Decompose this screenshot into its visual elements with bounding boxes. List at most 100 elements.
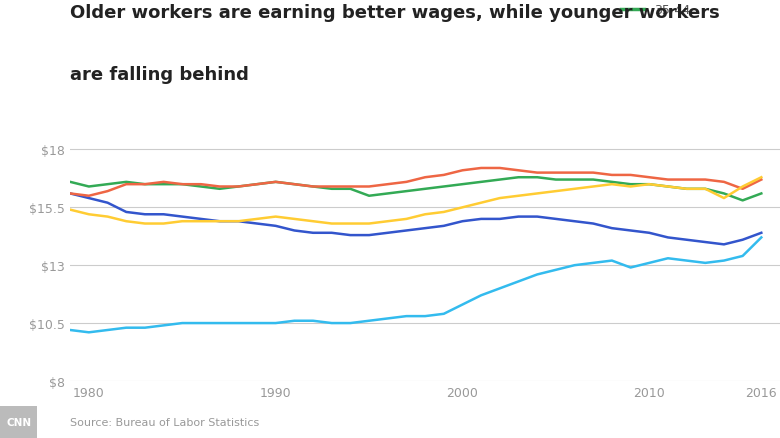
Text: are falling behind: are falling behind — [70, 66, 249, 84]
65+ — [271, 321, 280, 326]
55-64 — [477, 201, 486, 206]
25-34 — [719, 242, 729, 247]
35-44 — [308, 184, 317, 190]
65+ — [383, 316, 392, 321]
25-34 — [644, 231, 654, 236]
25-34 — [308, 231, 317, 236]
35-44 — [197, 184, 206, 190]
35-44 — [644, 182, 654, 187]
45-54 — [420, 175, 430, 180]
55-64 — [644, 182, 654, 187]
55-64 — [570, 187, 580, 192]
Legend: 25-34, 55-64, 35-44, 65+, 45-54: 25-34, 55-64, 35-44, 65+, 45-54 — [621, 0, 774, 17]
25-34 — [289, 228, 299, 233]
45-54 — [215, 184, 225, 190]
65+ — [346, 321, 355, 326]
25-34 — [197, 217, 206, 222]
65+ — [757, 235, 766, 240]
25-34 — [420, 226, 430, 231]
55-64 — [84, 212, 94, 217]
55-64 — [346, 221, 355, 226]
Line: 55-64: 55-64 — [70, 178, 761, 224]
55-64 — [533, 191, 542, 197]
25-34 — [159, 212, 168, 217]
55-64 — [103, 215, 112, 220]
55-64 — [626, 184, 635, 190]
65+ — [289, 318, 299, 324]
45-54 — [84, 194, 94, 199]
45-54 — [477, 166, 486, 171]
25-34 — [346, 233, 355, 238]
65+ — [570, 263, 580, 268]
25-34 — [607, 226, 616, 231]
65+ — [477, 293, 486, 298]
45-54 — [289, 182, 299, 187]
45-54 — [66, 191, 75, 197]
35-44 — [346, 187, 355, 192]
65+ — [682, 258, 691, 264]
55-64 — [364, 221, 374, 226]
45-54 — [682, 177, 691, 183]
25-34 — [178, 215, 187, 220]
65+ — [495, 286, 505, 291]
65+ — [402, 314, 411, 319]
35-44 — [570, 177, 580, 183]
25-34 — [495, 217, 505, 222]
65+ — [420, 314, 430, 319]
65+ — [663, 256, 672, 261]
35-44 — [551, 177, 561, 183]
65+ — [122, 325, 131, 331]
65+ — [644, 261, 654, 266]
65+ — [719, 258, 729, 264]
25-34 — [757, 231, 766, 236]
25-34 — [533, 215, 542, 220]
45-54 — [719, 180, 729, 185]
65+ — [439, 311, 448, 317]
65+ — [700, 261, 710, 266]
35-44 — [757, 191, 766, 197]
25-34 — [84, 196, 94, 201]
65+ — [738, 254, 747, 259]
45-54 — [570, 170, 580, 176]
55-64 — [420, 212, 430, 217]
35-44 — [234, 184, 243, 190]
25-34 — [327, 231, 336, 236]
65+ — [514, 279, 523, 284]
Line: 35-44: 35-44 — [70, 178, 761, 201]
35-44 — [682, 187, 691, 192]
35-44 — [159, 182, 168, 187]
25-34 — [252, 221, 261, 226]
45-54 — [626, 173, 635, 178]
35-44 — [364, 194, 374, 199]
Text: Older workers are earning better wages, while younger workers: Older workers are earning better wages, … — [70, 4, 720, 22]
55-64 — [289, 217, 299, 222]
55-64 — [551, 189, 561, 194]
25-34 — [140, 212, 150, 217]
25-34 — [514, 215, 523, 220]
45-54 — [458, 168, 467, 173]
45-54 — [234, 184, 243, 190]
35-44 — [402, 189, 411, 194]
55-64 — [458, 205, 467, 211]
45-54 — [589, 170, 598, 176]
45-54 — [252, 182, 261, 187]
Text: CNN: CNN — [6, 417, 31, 427]
65+ — [140, 325, 150, 331]
45-54 — [533, 170, 542, 176]
45-54 — [757, 177, 766, 183]
65+ — [252, 321, 261, 326]
55-64 — [607, 182, 616, 187]
35-44 — [66, 180, 75, 185]
45-54 — [178, 182, 187, 187]
25-34 — [682, 237, 691, 243]
35-44 — [383, 191, 392, 197]
25-34 — [439, 224, 448, 229]
35-44 — [738, 198, 747, 204]
35-44 — [514, 175, 523, 180]
35-44 — [420, 187, 430, 192]
Line: 45-54: 45-54 — [70, 169, 761, 196]
65+ — [458, 302, 467, 307]
65+ — [159, 323, 168, 328]
45-54 — [495, 166, 505, 171]
35-44 — [327, 187, 336, 192]
